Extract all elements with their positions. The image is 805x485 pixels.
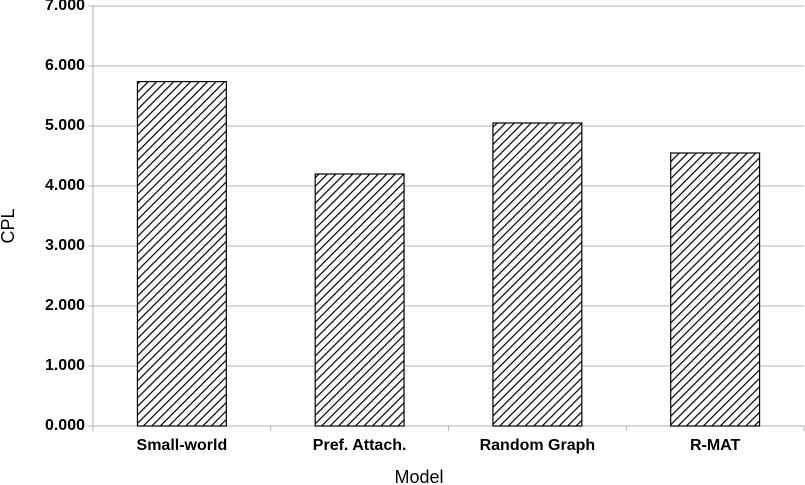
x-tick-label: Small-world [137,437,228,454]
x-tick-label: Pref. Attach. [313,437,407,454]
bar [492,122,583,427]
x-axis-title: Model [394,467,443,485]
bar [136,80,227,427]
bar [670,152,761,427]
y-tick-label: 3.000 [45,237,85,254]
y-tick-label: 4.000 [45,177,85,194]
y-axis-title: CPL [0,208,18,243]
x-tick-label: Random Graph [480,437,596,454]
y-tick-label: 7.000 [45,0,85,14]
bar [314,173,405,427]
y-tick-label: 2.000 [45,297,85,314]
y-tick-label: 6.000 [45,57,85,74]
y-tick-label: 5.000 [45,117,85,134]
x-tick-label: R-MAT [690,437,741,454]
y-tick-label: 0.000 [45,417,85,434]
y-tick-label: 1.000 [45,357,85,374]
